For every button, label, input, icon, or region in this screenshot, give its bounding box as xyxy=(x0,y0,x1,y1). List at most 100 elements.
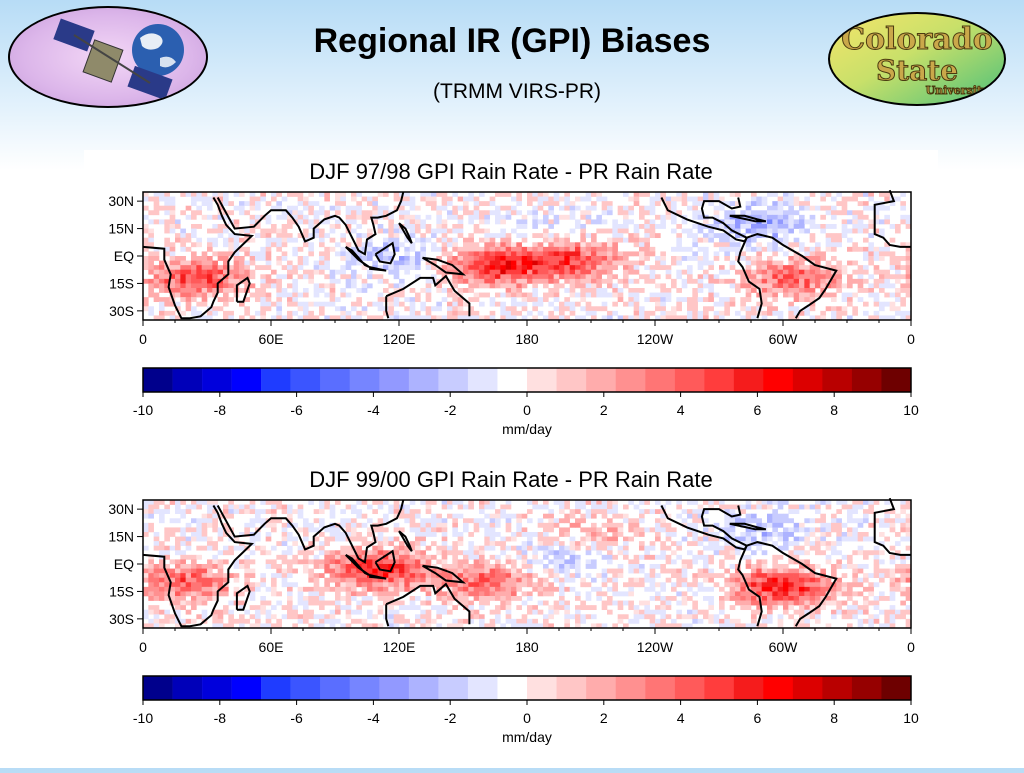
heatmap-cell xyxy=(479,518,485,523)
heatmap-cell xyxy=(250,251,256,256)
heatmap-cell xyxy=(724,242,730,247)
colorbar-swatch xyxy=(586,368,616,392)
heatmap-cell xyxy=(474,274,480,279)
heatmap-cell xyxy=(634,306,640,311)
heatmap-cell xyxy=(682,197,688,202)
heatmap-cell xyxy=(388,224,394,229)
heatmap-cell xyxy=(207,559,213,564)
heatmap-cell xyxy=(260,279,266,284)
heatmap-cell xyxy=(330,229,336,234)
heatmap-cell xyxy=(618,293,624,298)
heatmap-cell xyxy=(644,527,650,532)
heatmap-cell xyxy=(858,288,864,293)
heatmap-cell xyxy=(879,274,885,279)
heatmap-cell xyxy=(500,587,506,592)
heatmap-cell xyxy=(900,206,906,211)
heatmap-cell xyxy=(564,505,570,510)
heatmap-cell xyxy=(559,283,565,288)
heatmap-cell xyxy=(831,311,837,316)
heatmap-cell xyxy=(751,601,757,606)
heatmap-cell xyxy=(319,251,325,256)
heatmap-cell xyxy=(799,224,805,229)
heatmap-cell xyxy=(218,270,224,275)
heatmap-cell xyxy=(666,293,672,298)
heatmap-cell xyxy=(378,293,384,298)
heatmap-cell xyxy=(458,541,464,546)
heatmap-cell xyxy=(346,605,352,610)
heatmap-cell xyxy=(442,247,448,252)
heatmap-cell xyxy=(298,210,304,215)
heatmap-cell xyxy=(212,555,218,560)
heatmap-cell xyxy=(842,201,848,206)
heatmap-cell xyxy=(340,288,346,293)
heatmap-cell xyxy=(836,541,842,546)
heatmap-cell xyxy=(794,242,800,247)
heatmap-cell xyxy=(580,288,586,293)
heatmap-cell xyxy=(260,578,266,583)
heatmap-cell xyxy=(218,229,224,234)
heatmap-cell xyxy=(538,265,544,270)
heatmap-cell xyxy=(660,541,666,546)
heatmap-cell xyxy=(303,302,309,307)
heatmap-cell xyxy=(538,261,544,266)
heatmap-cell xyxy=(783,279,789,284)
heatmap-cell xyxy=(538,601,544,606)
heatmap-cell xyxy=(191,311,197,316)
heatmap-cell xyxy=(644,311,650,316)
heatmap-cell xyxy=(559,311,565,316)
heatmap-cell xyxy=(260,265,266,270)
heatmap-cell xyxy=(687,559,693,564)
heatmap-cell xyxy=(762,293,768,298)
heatmap-cell xyxy=(239,505,245,510)
heatmap-cell xyxy=(415,215,421,220)
heatmap-cell xyxy=(367,197,373,202)
heatmap-cell xyxy=(602,251,608,256)
heatmap-cell xyxy=(623,514,629,519)
heatmap-cell xyxy=(394,197,400,202)
heatmap-cell xyxy=(596,215,602,220)
heatmap-cell xyxy=(831,523,837,528)
heatmap-cell xyxy=(724,251,730,256)
heatmap-cell xyxy=(255,293,261,298)
heatmap-cell xyxy=(154,279,160,284)
heatmap-cell xyxy=(474,550,480,555)
heatmap-cell xyxy=(340,274,346,279)
heatmap-cell xyxy=(330,564,336,569)
satellite-logo xyxy=(8,6,208,108)
heatmap-cell xyxy=(314,596,320,601)
heatmap-cell xyxy=(847,605,853,610)
heatmap-cell xyxy=(516,518,522,523)
heatmap-cell xyxy=(511,210,517,215)
heatmap-cell xyxy=(591,242,597,247)
heatmap-cell xyxy=(596,256,602,261)
heatmap-cell xyxy=(634,242,640,247)
heatmap-cell xyxy=(506,283,512,288)
heatmap-cell xyxy=(692,210,698,215)
heatmap-cell xyxy=(698,215,704,220)
heatmap-cell xyxy=(159,270,165,275)
heatmap-cell xyxy=(495,293,501,298)
heatmap-cell xyxy=(666,265,672,270)
heatmap-cell xyxy=(682,573,688,578)
heatmap-cell xyxy=(778,537,784,542)
heatmap-cell xyxy=(879,578,885,583)
heatmap-cell xyxy=(874,564,880,569)
heatmap-cell xyxy=(340,233,346,238)
heatmap-cell xyxy=(772,247,778,252)
heatmap-cell xyxy=(335,532,341,537)
heatmap-cell xyxy=(244,555,250,560)
heatmap-cell xyxy=(831,306,837,311)
heatmap-cell xyxy=(186,537,192,542)
heatmap-cell xyxy=(383,596,389,601)
heatmap-cell xyxy=(564,215,570,220)
heatmap-cell xyxy=(644,247,650,252)
heatmap-cell xyxy=(399,605,405,610)
heatmap-cell xyxy=(522,297,528,302)
heatmap-cell xyxy=(772,582,778,587)
heatmap-cell xyxy=(383,537,389,542)
heatmap-cell xyxy=(378,587,384,592)
heatmap-cell xyxy=(655,591,661,596)
heatmap-cell xyxy=(714,311,720,316)
heatmap-cell xyxy=(596,293,602,298)
heatmap-cell xyxy=(351,509,357,514)
